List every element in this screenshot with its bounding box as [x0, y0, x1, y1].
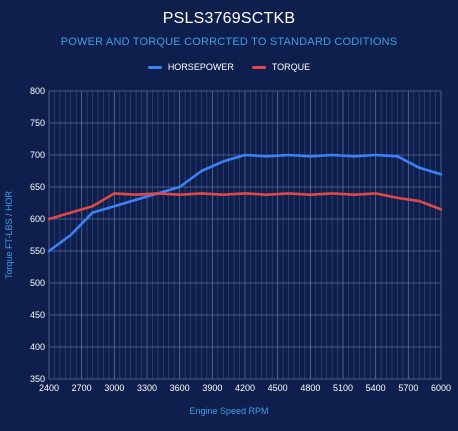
y-tick-label: 350: [30, 374, 45, 384]
y-axis-label: Torque FT-LBS / HOR: [4, 190, 14, 280]
x-tick-label: 5700: [398, 383, 418, 393]
x-tick-label: 3600: [170, 383, 190, 393]
y-tick-label: 400: [30, 342, 45, 352]
chart-legend: HORSEPOWER TORQUE: [0, 62, 458, 72]
x-tick-label: 3300: [137, 383, 157, 393]
chart-subtitle: POWER AND TORQUE CORRCTED TO STANDARD CO…: [60, 36, 398, 48]
y-tick-label: 650: [30, 182, 45, 192]
y-tick-label: 750: [30, 118, 45, 128]
legend-label-horsepower: HORSEPOWER: [167, 62, 234, 72]
y-tick-label: 500: [30, 278, 45, 288]
legend-item-torque[interactable]: TORQUE: [251, 62, 311, 72]
y-tick-label: 700: [30, 150, 45, 160]
y-tick-label: 550: [30, 246, 45, 256]
x-axis-label: Engine Speed RPM: [189, 406, 269, 416]
series-line-horsepower: [47, 153, 443, 253]
legend-swatch-torque: [251, 65, 266, 69]
y-tick-label: 600: [30, 214, 45, 224]
x-tick-label: 4200: [235, 383, 255, 393]
y-tick-label: 450: [30, 310, 45, 320]
x-tick-label: 2700: [72, 383, 92, 393]
x-tick-label: 4800: [300, 383, 320, 393]
x-tick-label: 5400: [366, 383, 386, 393]
x-tick-label: 3900: [202, 383, 222, 393]
x-tick-label: 4500: [268, 383, 288, 393]
x-tick-label: 2400: [39, 383, 59, 393]
x-tick-label: 5100: [333, 383, 353, 393]
series-line-torque: [47, 192, 443, 221]
legend-label-torque: TORQUE: [271, 62, 311, 72]
y-tick-label: 800: [30, 86, 45, 96]
x-tick-label: 6000: [431, 383, 451, 393]
chart-title: PSLS3769SCTKB: [162, 10, 296, 27]
legend-item-horsepower[interactable]: HORSEPOWER: [147, 62, 234, 72]
x-tick-label: 3000: [104, 383, 124, 393]
legend-swatch-horsepower: [147, 65, 162, 69]
